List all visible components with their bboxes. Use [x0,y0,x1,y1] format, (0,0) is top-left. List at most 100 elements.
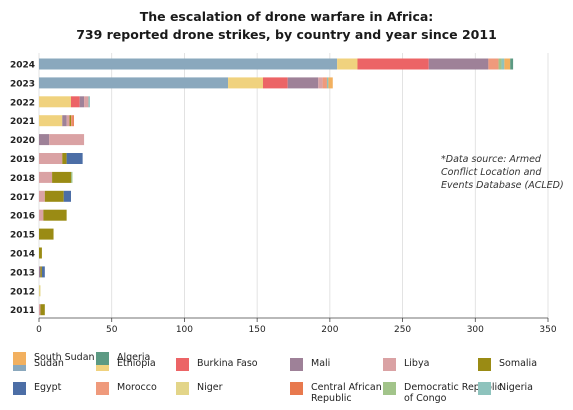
bar-segment [318,77,323,89]
bar-segment [63,190,71,202]
x-tick-label: 250 [394,325,411,335]
bar-segment [39,58,338,70]
bar-segment [43,209,67,221]
legend-swatch [96,382,109,395]
y-category-label: 2022 [10,98,35,108]
legend-swatch [478,358,491,371]
legend-item: Nigeria [478,382,533,395]
bar-segment [287,77,319,89]
bar-segment [262,77,288,89]
bar-segment [66,153,83,164]
legend-swatch [290,382,303,395]
y-category-label: 2013 [10,268,35,278]
bar-segment [41,266,45,278]
legend-item: Algeria [96,352,150,365]
legend-swatch [13,382,26,395]
bar-segment [39,285,41,297]
bar-segment [328,77,333,89]
legend-item: Egypt [13,382,61,395]
bar-segment [488,58,499,70]
legend-label: Burkina Faso [197,358,258,369]
bar-segment [39,171,53,183]
y-category-label: 2021 [10,117,35,127]
legend-label: Central African Republic [311,382,382,404]
bar-segment [79,96,85,108]
legend-item: Mali [290,358,330,371]
bar-segment [39,190,45,202]
y-category-label: 2019 [10,155,35,165]
bar-chart: 0 50 100 150 200 250 300 350 2024 2023 2022 2021 202… [10,53,557,335]
bar-segment [66,115,70,127]
x-tick-label: 50 [106,325,118,335]
x-tick-label: 0 [36,325,42,335]
bar-segment [44,190,64,202]
legend-item: Democratic Republic of Congo [383,382,514,404]
legend-swatch [176,358,189,371]
bar-segment [40,304,45,316]
bar-segment [428,58,489,70]
bar-segment [510,58,514,70]
bar-segment [70,115,73,127]
bar-segment [39,115,63,127]
legend-swatch [96,352,109,365]
y-category-label: 2011 [10,306,35,316]
bar-segment [39,153,63,164]
bar-segment [70,171,73,183]
bar-segment [62,115,67,127]
legend-swatch [176,382,189,395]
bar-segment [337,58,358,70]
chart-subtitle: 739 reported drone strikes, by country a… [76,27,497,42]
bar-segment [39,247,42,259]
legend-label: Nigeria [499,382,533,393]
legend-item: Central African Republic [290,382,421,404]
legend-item: Morocco [96,382,157,395]
legend-label: Ethiopia [117,358,156,369]
bar-segment [39,134,50,146]
bar-segment [504,58,511,70]
bar-segment [69,115,71,127]
y-category-label: 2018 [10,174,35,184]
legend-label: Egypt [34,382,62,393]
bar-segment [39,304,41,316]
legend-label: Democratic Republic of Congo [404,382,503,404]
legend-label: Algeria [117,352,151,363]
y-category-label: 2020 [10,136,35,146]
x-tick-label: 200 [321,325,338,335]
bar-segment [39,209,44,221]
legend-label: Libya [404,358,430,369]
legend-swatch [478,382,491,395]
chart-title-block: The escalation of drone warfare in Afric… [0,8,573,44]
legend-label: Sudan [34,358,64,369]
legend: Sudan Ethiopia Burkina Faso Mali Libya Somali… [0,352,573,410]
bar-segment [70,96,80,108]
bar-segment [40,266,42,278]
bar-segment [52,171,71,183]
bar-segment [501,58,505,70]
legend-item: Libya [383,358,429,371]
bar-segment [72,115,74,127]
bar-segment [88,96,90,108]
legend-label: Somalia [499,358,538,369]
bar-segment [498,58,502,70]
bar-segment [49,134,85,146]
bar-segment [84,96,89,108]
y-category-label: 2015 [10,231,35,241]
legend-label: South Sudan [34,352,95,363]
legend-label: Morocco [117,382,157,393]
y-category-label: 2012 [10,287,35,297]
legend-item: South Sudan [13,352,95,365]
bar-segment [39,77,229,89]
x-tick-label: 300 [467,325,484,335]
legend-swatch [383,358,396,371]
x-tick-label: 100 [176,325,193,335]
legend-swatch [290,358,303,371]
legend-swatch [13,352,26,365]
y-category-label: 2024 [10,61,35,71]
chart-title: The escalation of drone warfare in Afric… [139,9,434,24]
legend-label: Mali [311,358,331,369]
x-tick-label: 150 [249,325,266,335]
bar-segment [322,77,327,89]
bar-segment [39,96,71,108]
bar-segment [326,77,329,89]
bar-segment [357,58,429,70]
